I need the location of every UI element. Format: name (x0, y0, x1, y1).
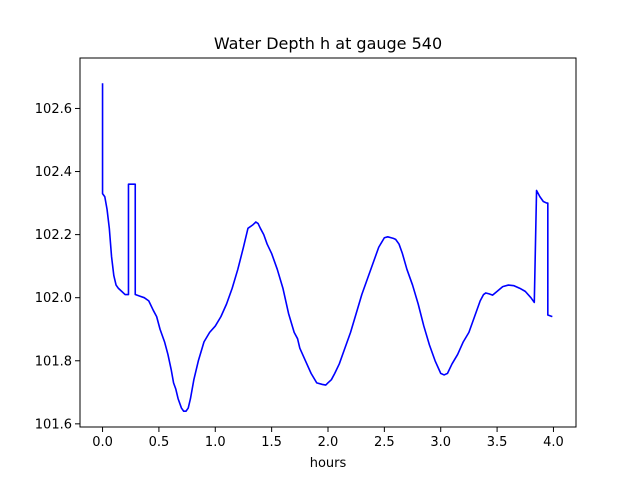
x-tick-label: 3.0 (430, 435, 451, 450)
x-tick-label: 2.5 (374, 435, 395, 450)
y-tick-label: 102.0 (35, 291, 72, 306)
plot-area-frame (79, 57, 577, 428)
x-tick-label: 1.5 (261, 435, 282, 450)
x-tick-label: 4.0 (543, 435, 564, 450)
y-tick-label: 101.6 (35, 417, 72, 432)
x-tick-label: 2.0 (318, 435, 339, 450)
y-tick-label: 102.2 (35, 228, 72, 243)
x-tick-label: 0.5 (149, 435, 170, 450)
y-axis-ticks: 101.6 101.8 102.0 102.2 102.4 102.6 (35, 102, 80, 432)
x-tick-label: 1.0 (205, 435, 226, 450)
x-tick-label: 3.5 (487, 435, 508, 450)
series-layer (101, 83, 553, 413)
x-axis-label: hours (310, 456, 347, 471)
series-line-0 (101, 83, 553, 413)
y-tick-label: 102.6 (35, 102, 72, 117)
y-tick-label: 102.4 (35, 165, 72, 180)
y-tick-label: 101.8 (35, 354, 72, 369)
x-axis-ticks: 0.0 0.5 1.0 1.5 2.0 2.5 3.0 3.5 4.0 (92, 427, 564, 450)
chart-title: Water Depth h at gauge 540 (214, 34, 442, 53)
x-tick-label: 0.0 (92, 435, 113, 450)
